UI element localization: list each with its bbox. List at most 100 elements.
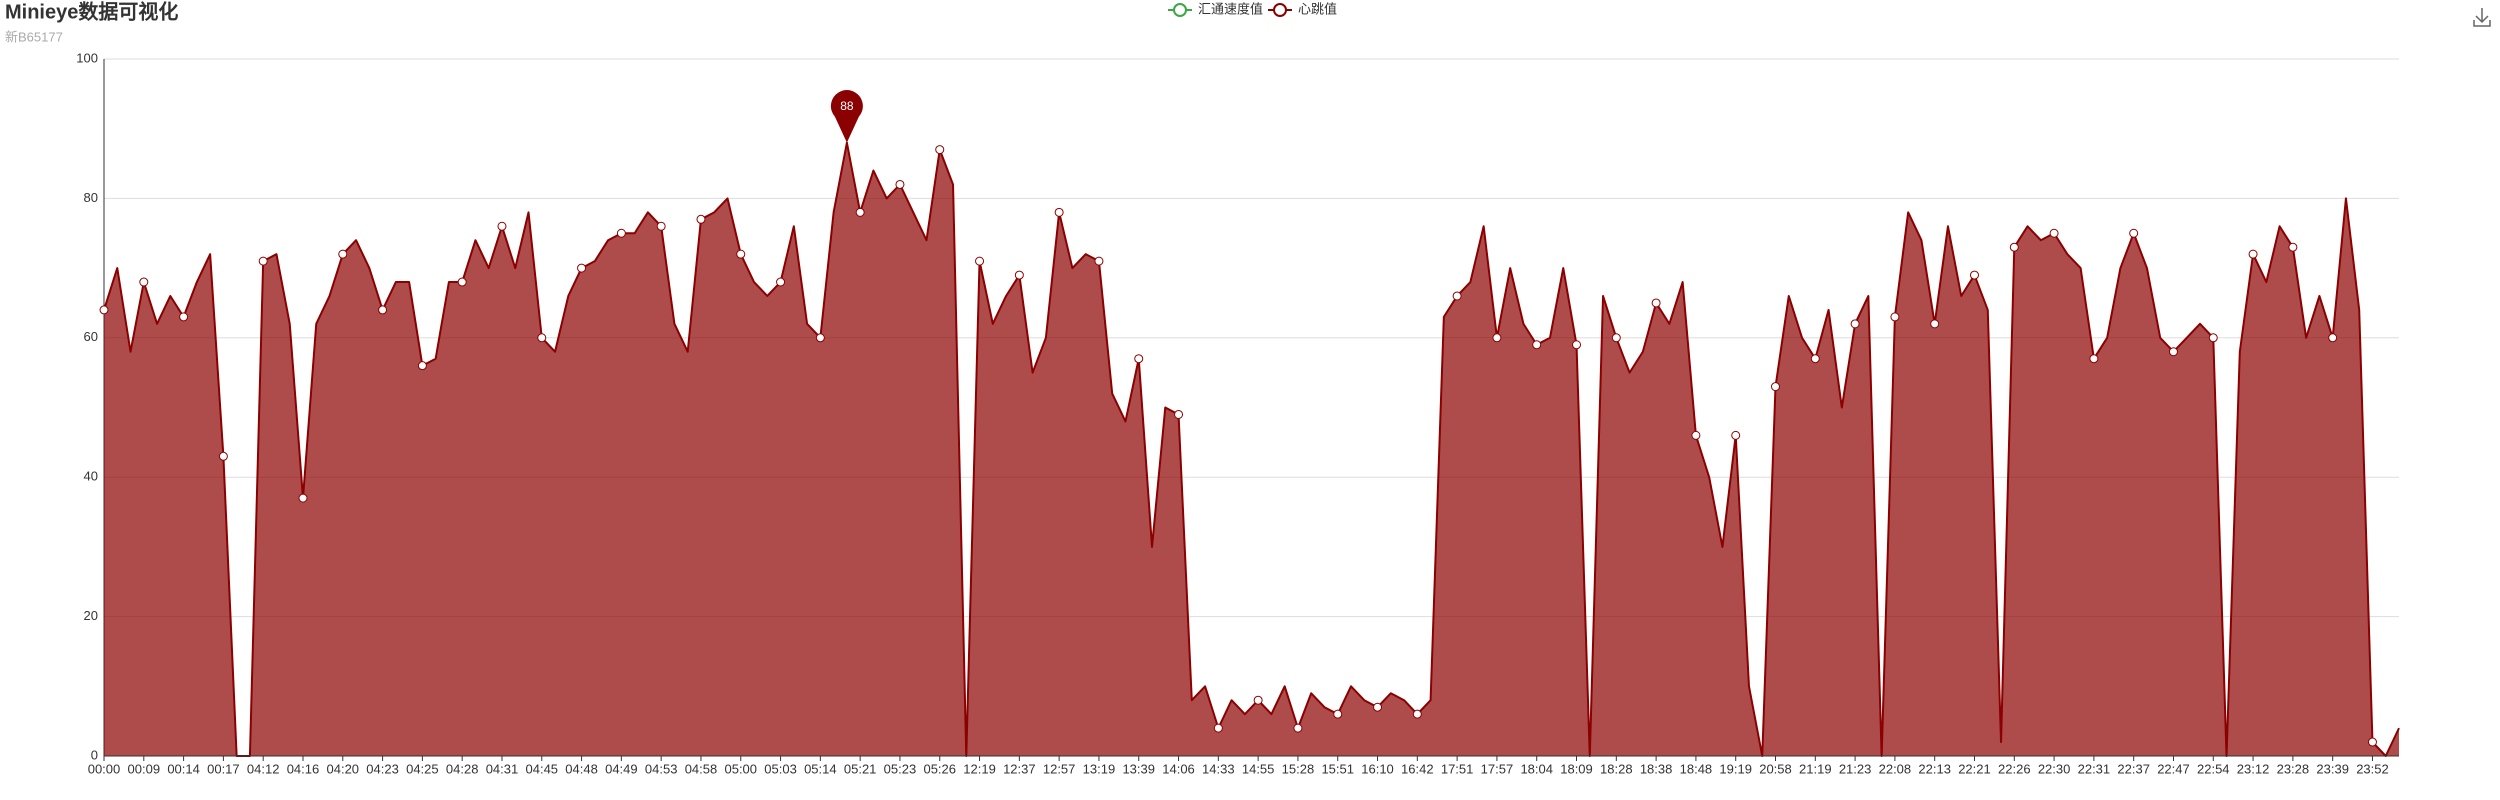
- point: [1333, 709, 1343, 719]
- x-tick-label: 17:51: [1441, 761, 1474, 776]
- point: [2049, 228, 2059, 238]
- legend-symbol: [1273, 3, 1287, 17]
- point: [537, 333, 547, 343]
- x-tick-label: 18:09: [1560, 761, 1593, 776]
- download-icon[interactable]: [2473, 8, 2491, 27]
- x-tick-label: 05:00: [724, 761, 757, 776]
- x-tick-label: 04:28: [446, 761, 479, 776]
- x-tick-label: 00:17: [207, 761, 240, 776]
- point: [378, 305, 388, 315]
- x-tick-label: 04:48: [565, 761, 598, 776]
- x-tick-label: 22:54: [2197, 761, 2230, 776]
- point: [1373, 702, 1383, 712]
- point: [1134, 354, 1144, 364]
- y-tick-label: 60: [84, 329, 98, 344]
- x-tick-label: 14:06: [1162, 761, 1195, 776]
- point: [736, 249, 746, 259]
- point: [1174, 409, 1184, 419]
- point: [417, 361, 427, 371]
- x-tick-label: 12:57: [1043, 761, 1076, 776]
- point: [696, 214, 706, 224]
- x-tick-label: 23:52: [2356, 761, 2389, 776]
- y-tick-label: 80: [84, 190, 98, 205]
- x-tick-label: 00:00: [88, 761, 121, 776]
- chart-title: Minieye数据可视化: [5, 0, 178, 23]
- point: [2129, 228, 2139, 238]
- point: [1492, 333, 1502, 343]
- point: [2288, 242, 2298, 252]
- download-glyph[interactable]: [2473, 8, 2491, 27]
- x-tick-label: 19:19: [1719, 761, 1752, 776]
- point: [895, 179, 905, 189]
- point: [2328, 333, 2338, 343]
- point: [139, 277, 149, 287]
- x-tick-label: 04:23: [366, 761, 399, 776]
- x-tick-label: 04:20: [327, 761, 360, 776]
- point: [99, 305, 109, 315]
- point: [338, 249, 348, 259]
- y-tick-label: 0: [91, 747, 98, 762]
- x-tick-label: 21:19: [1799, 761, 1832, 776]
- x-tick-label: 23:39: [2316, 761, 2349, 776]
- x-tick-label: 15:28: [1282, 761, 1315, 776]
- point: [2168, 347, 2178, 357]
- x-tick-label: 14:55: [1242, 761, 1275, 776]
- x-tick-label: 00:09: [128, 761, 161, 776]
- point: [1771, 382, 1781, 392]
- point: [1611, 333, 1621, 343]
- x-tick-label: 05:26: [923, 761, 956, 776]
- x-tick-label: 22:37: [2117, 761, 2150, 776]
- point: [1293, 723, 1303, 733]
- x-tick-label: 05:03: [764, 761, 797, 776]
- x-tick-label: 05:14: [804, 761, 837, 776]
- x-tick-label: 17:57: [1481, 761, 1514, 776]
- point: [1850, 319, 1860, 329]
- point: [457, 277, 467, 287]
- x-tick-label: 16:42: [1401, 761, 1434, 776]
- legend-label: 心跳值: [1298, 1, 1337, 16]
- point: [935, 145, 945, 155]
- point: [2248, 249, 2258, 259]
- point: [815, 333, 825, 343]
- point: [1014, 270, 1024, 280]
- point: [1731, 430, 1741, 440]
- point: [298, 493, 308, 503]
- point: [855, 207, 865, 217]
- x-tick-label: 16:10: [1361, 761, 1394, 776]
- point: [258, 256, 268, 266]
- x-tick-label: 22:47: [2157, 761, 2190, 776]
- x-tick-label: 04:58: [685, 761, 718, 776]
- chart-subtitle: 新B65177: [5, 29, 63, 44]
- point: [1890, 312, 1900, 322]
- x-tick-label: 04:31: [486, 761, 519, 776]
- x-tick-label: 22:26: [1998, 761, 2031, 776]
- point: [577, 263, 587, 273]
- x-tick-label: 18:28: [1600, 761, 1633, 776]
- point: [1253, 695, 1263, 705]
- x-tick-label: 13:39: [1122, 761, 1155, 776]
- x-tick-label: 05:23: [884, 761, 917, 776]
- x-tick-label: 22:08: [1879, 761, 1912, 776]
- y-tick-label: 100: [76, 50, 98, 65]
- point: [1810, 354, 1820, 364]
- point: [1691, 430, 1701, 440]
- x-tick-label: 12:37: [1003, 761, 1036, 776]
- x-tick-label: 12:19: [963, 761, 996, 776]
- x-tick-label: 14:33: [1202, 761, 1235, 776]
- point: [497, 221, 507, 231]
- x-tick-label: 22:13: [1918, 761, 1951, 776]
- point: [1213, 723, 1223, 733]
- x-tick-label: 15:51: [1321, 761, 1354, 776]
- x-tick-label: 22:30: [2038, 761, 2071, 776]
- x-tick-label: 05:21: [844, 761, 877, 776]
- point: [1651, 298, 1661, 308]
- point: [1452, 291, 1462, 301]
- max-pin: [830, 90, 863, 143]
- point: [656, 221, 666, 231]
- legend-symbol: [1173, 3, 1187, 17]
- x-tick-label: 21:23: [1839, 761, 1872, 776]
- x-tick-label: 00:14: [167, 761, 200, 776]
- point: [2367, 737, 2377, 747]
- point: [975, 256, 985, 266]
- legend-label: 汇通速度值: [1198, 1, 1263, 16]
